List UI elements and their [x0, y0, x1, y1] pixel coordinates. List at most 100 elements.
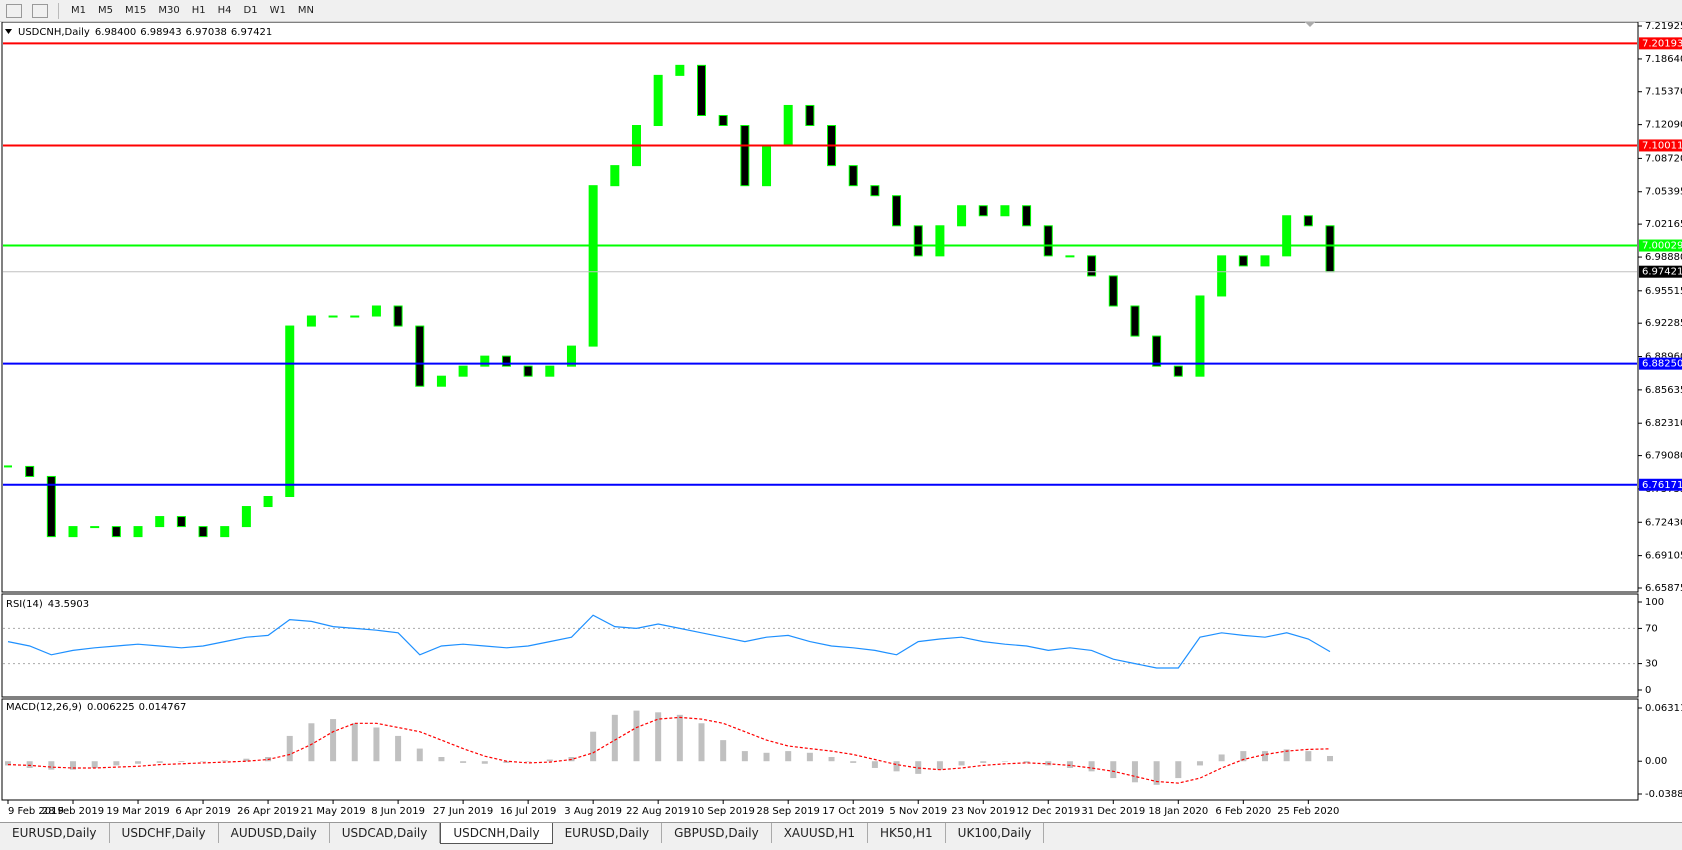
- y-tick-label: 0.063113: [1645, 703, 1682, 714]
- symbol-tab[interactable]: USDCNH,Daily: [440, 823, 553, 844]
- candle: [1282, 215, 1292, 257]
- candle: [913, 225, 923, 257]
- x-tick-label: 27 Jun 2019: [433, 806, 493, 817]
- macd-bar: [5, 761, 11, 766]
- symbol-tab[interactable]: HK50,H1: [868, 823, 946, 843]
- candle: [805, 104, 815, 127]
- y-tick-label: 0: [1645, 685, 1651, 696]
- x-tick-label: 23 Nov 2019: [951, 806, 1015, 817]
- x-tick-label: 10 Sep 2019: [691, 806, 754, 817]
- x-tick-label: 18 Jan 2020: [1148, 806, 1208, 817]
- y-tick-label: 6.79080: [1645, 451, 1682, 462]
- macd-bar: [980, 761, 987, 763]
- symbol-tab[interactable]: USDCHF,Daily: [110, 823, 219, 843]
- macd-bar: [611, 714, 618, 762]
- macd-bar: [1023, 761, 1030, 763]
- timeframe-button[interactable]: M1: [71, 5, 86, 16]
- candle: [1173, 365, 1183, 377]
- level-price-box: [1639, 239, 1682, 252]
- timeframe-button[interactable]: D1: [243, 5, 258, 16]
- macd-bar: [525, 761, 532, 762]
- symbol-tab[interactable]: EURUSD,Daily: [0, 823, 110, 843]
- y-tick-label: -0.038872: [1645, 789, 1682, 800]
- candle: [458, 365, 468, 377]
- header-value: 6.98943: [140, 27, 181, 38]
- candle: [1325, 225, 1335, 273]
- candle: [1238, 255, 1248, 267]
- macd-bar: [958, 761, 965, 766]
- candle: [566, 345, 576, 367]
- candle: [1260, 255, 1270, 267]
- y-tick-label: 7.15370: [1645, 87, 1682, 98]
- macd-bar: [828, 757, 835, 762]
- timeframe-button[interactable]: H4: [217, 5, 232, 16]
- macd-bar: [48, 761, 55, 770]
- candle: [588, 185, 598, 347]
- macd-bar: [286, 735, 293, 762]
- candle: [1195, 295, 1205, 377]
- symbol-tab[interactable]: USDCAD,Daily: [330, 823, 441, 843]
- candle: [610, 165, 620, 187]
- x-tick-label: 9 Feb 2019: [8, 806, 64, 817]
- candle: [436, 375, 446, 387]
- x-tick-label: 16 Jul 2019: [500, 806, 557, 817]
- macd-bar: [1327, 755, 1333, 762]
- macd-bar: [1066, 761, 1073, 768]
- macd-bar: [200, 761, 207, 762]
- main-panel-frame: [1, 22, 1639, 593]
- macd-bar: [1196, 761, 1203, 766]
- shapes-tool-icon[interactable]: [32, 3, 48, 18]
- timeframe-button[interactable]: W1: [269, 5, 286, 16]
- candle: [133, 526, 143, 538]
- timeframes: M1 M5 M15 M30 H1 H4 D1 W1 MN: [65, 5, 320, 16]
- y-tick-label: 30: [1645, 659, 1658, 670]
- candle: [263, 496, 273, 508]
- symbol-tab[interactable]: XAUUSD,H1: [772, 823, 869, 843]
- macd-bar: [1001, 761, 1008, 762]
- macd-bar: [676, 714, 683, 762]
- macd-bar: [395, 735, 402, 762]
- candle: [740, 125, 750, 187]
- panel-title: RSI(14): [6, 599, 43, 610]
- candle: [198, 526, 208, 538]
- candle: [371, 305, 381, 317]
- candle: [220, 526, 230, 538]
- macd-bar: [850, 761, 857, 763]
- macd-bar: [763, 752, 770, 762]
- macd-bar: [178, 761, 185, 763]
- symbol-tab[interactable]: EURUSD,Daily: [553, 823, 663, 843]
- macd-bar: [1153, 761, 1160, 785]
- macd-bar: [70, 761, 77, 770]
- symbol-tab[interactable]: GBPUSD,Daily: [662, 823, 772, 843]
- x-tick-label: 5 Nov 2019: [889, 806, 947, 817]
- y-tick-label: 0.00: [1645, 756, 1667, 767]
- panel-title: MACD(12,26,9): [6, 702, 82, 713]
- candle: [783, 104, 793, 147]
- timeframe-button[interactable]: H1: [191, 5, 206, 16]
- macd-bar: [546, 759, 553, 762]
- macd-bar: [113, 761, 120, 766]
- timeframe-button[interactable]: M30: [158, 5, 180, 16]
- x-tick-label: 22 Aug 2019: [626, 806, 690, 817]
- timeframe-button[interactable]: MN: [297, 5, 314, 16]
- x-tick-label: 12 Dec 2019: [1016, 806, 1080, 817]
- candle: [653, 74, 663, 127]
- candle: [1108, 275, 1118, 307]
- macd-bar: [503, 761, 510, 763]
- timeframe-button[interactable]: M15: [125, 5, 147, 16]
- symbol-tab[interactable]: UK100,Daily: [946, 823, 1045, 843]
- candle: [1000, 205, 1010, 217]
- timeframe-button[interactable]: M5: [98, 5, 113, 16]
- y-tick-label: 6.98880: [1645, 252, 1682, 263]
- y-tick-label: 6.72430: [1645, 517, 1682, 528]
- level-price-label: 7.00029: [1642, 241, 1682, 252]
- y-tick-label: 7.02165: [1645, 219, 1682, 230]
- symbol-tab[interactable]: AUDUSD,Daily: [219, 823, 330, 843]
- text-tool-icon[interactable]: [6, 3, 22, 18]
- header-value: 6.97421: [231, 27, 272, 38]
- y-tick-label: 6.88960: [1645, 352, 1682, 363]
- macd-bar: [1261, 751, 1268, 762]
- candle: [328, 315, 338, 318]
- x-tick-label: 6 Feb 2020: [1215, 806, 1271, 817]
- y-tick-label: 6.95515: [1645, 286, 1682, 297]
